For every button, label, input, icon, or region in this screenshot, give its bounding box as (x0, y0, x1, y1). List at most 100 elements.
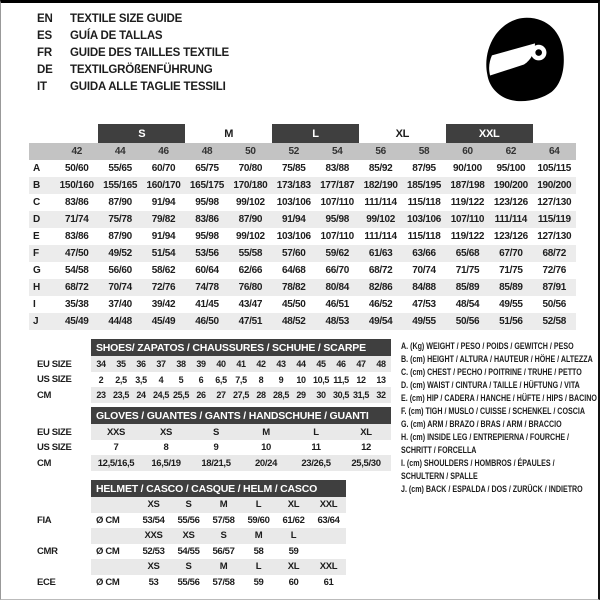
size-column-header: 44 (98, 143, 142, 160)
gloves-table-title: GLOVES / GUANTES / GANTS / HANDSCHUHE / … (91, 407, 391, 424)
value-cell: 37 (151, 356, 171, 372)
helmet-size-header: XL (276, 559, 311, 575)
value-cell: L (291, 424, 341, 440)
size-value-cell: 48/53 (315, 313, 359, 330)
measure-row-label: A (33, 163, 40, 174)
size-value-cell: 60/70 (151, 163, 176, 174)
legend-line: SCHULTERN / SPALLE (401, 471, 478, 481)
value-cell: 53 (148, 576, 159, 588)
size-value-cell: 67/70 (489, 245, 533, 262)
value-cell: 2 (98, 374, 104, 385)
value-cell: 59 (288, 545, 299, 557)
value-cell: 43 (271, 356, 291, 372)
size-value-cell: 52/58 (532, 313, 576, 330)
legend-line: D. (cm) WAIST / CINTURA / TAILLE / HÜFTU… (401, 380, 580, 390)
value-cell: 3,5 (135, 374, 147, 385)
value-cell: 58 (253, 545, 264, 557)
size-value-cell: 182/190 (358, 177, 403, 194)
spacer (91, 497, 136, 513)
size-value-cell: 71/75 (455, 265, 480, 276)
helmet-icon (486, 17, 564, 102)
size-value-cell: 72/76 (141, 279, 186, 296)
measure-row-label: F (29, 245, 55, 262)
measure-row-label: E (33, 231, 40, 242)
helmet-size-header: XS (136, 497, 171, 513)
size-value-cell: 87/90 (108, 197, 132, 208)
standard-label: FIA (37, 514, 52, 526)
size-value-cell: 107/110 (445, 211, 490, 228)
value-cell: 39 (191, 356, 211, 372)
helmet-size-header (311, 528, 346, 544)
size-value-cell: 66/70 (325, 265, 349, 276)
value-cell: 24,5 (151, 387, 171, 403)
size-value-cell: 55/58 (228, 245, 273, 262)
size-value-cell: 68/72 (368, 265, 393, 276)
size-value-cell: 49/52 (98, 245, 142, 262)
size-value-cell: 85/89 (445, 279, 490, 296)
value-cell: 9 (213, 442, 219, 453)
size-value-cell: 37/40 (108, 299, 132, 310)
size-group-m: M (224, 127, 234, 140)
value-cell: 35 (111, 356, 131, 372)
size-column-header: 46 (141, 143, 186, 160)
value-cell: 6,5 (215, 374, 227, 385)
value-cell: 32 (371, 387, 391, 403)
size-value-cell: 51/56 (489, 313, 533, 330)
size-value-cell: 83/86 (185, 211, 229, 228)
value-cell: 38 (171, 356, 191, 372)
value-cell: 29 (291, 387, 311, 403)
size-value-cell: 45/49 (141, 313, 186, 330)
helmet-size-table: HELMET / CASCO / CASQUE / HELM / CASCO XS… (31, 480, 346, 590)
spacer (91, 559, 136, 575)
size-value-cell: 72/76 (542, 265, 567, 276)
size-value-cell: 44/48 (98, 313, 142, 330)
row-label: CM (37, 457, 52, 469)
legend-line: C. (cm) CHEST / PECHO / POITRINE / TRUHE… (401, 367, 582, 377)
helmet-size-header: XS (136, 559, 171, 575)
value-cell: 8 (163, 442, 169, 453)
size-value-cell: 95/98 (315, 211, 359, 228)
value-cell: 28 (251, 387, 271, 403)
helmet-size-header: M (206, 497, 241, 513)
language-title: TEXTILE SIZE GUIDE (70, 13, 183, 25)
size-value-cell: 107/110 (320, 231, 354, 242)
size-value-cell: 49/54 (358, 313, 403, 330)
value-cell: M (241, 424, 291, 440)
value-cell: 61/62 (282, 514, 305, 526)
value-cell: 5 (178, 374, 184, 385)
value-cell: XS (141, 424, 191, 440)
spacer (91, 528, 136, 544)
size-value-cell: 115/119 (532, 211, 576, 228)
diameter-unit: Ø CM (96, 545, 120, 557)
language-code: EN (37, 13, 53, 25)
size-value-cell: 115/118 (407, 231, 441, 242)
size-value-cell: 57/60 (272, 245, 316, 262)
size-column-header: 56 (358, 143, 403, 160)
value-cell: 12 (361, 442, 371, 453)
size-column-header: 50 (228, 143, 273, 160)
size-value-cell: 95/98 (195, 197, 219, 208)
measure-row-label: C (33, 197, 40, 208)
shoes-table-title: SHOES/ ZAPATOS / CHAUSSURES / SCHUHE / S… (91, 339, 391, 356)
language-code: IT (37, 81, 47, 93)
size-value-cell: 95/98 (195, 231, 219, 242)
size-value-cell: 71/75 (499, 265, 523, 276)
size-value-cell: 91/94 (272, 211, 316, 228)
helmet-size-header: L (241, 559, 276, 575)
size-value-cell: 43/47 (238, 299, 263, 310)
value-cell: 2,5 (115, 374, 127, 385)
legend-line: E. (cm) HIP / CADERA / HANCHE / HÜFTE / … (401, 393, 597, 403)
helmet-size-header: M (206, 559, 241, 575)
value-cell: 48 (371, 356, 391, 372)
value-cell: 9 (278, 374, 284, 385)
legend-line: J. (cm) BACK / ESPALDA / DOS / ZURÜCK / … (401, 484, 583, 494)
size-value-cell: 61/63 (358, 245, 403, 262)
legend-line: SCHRITT / FORCELLA (401, 445, 477, 455)
value-cell: 55/56 (177, 514, 200, 526)
value-cell: 26 (191, 387, 211, 403)
helmet-size-header: L (276, 528, 311, 544)
value-cell: 8 (258, 374, 264, 385)
value-cell: 59 (253, 576, 264, 588)
value-cell: 23,5 (111, 387, 131, 403)
